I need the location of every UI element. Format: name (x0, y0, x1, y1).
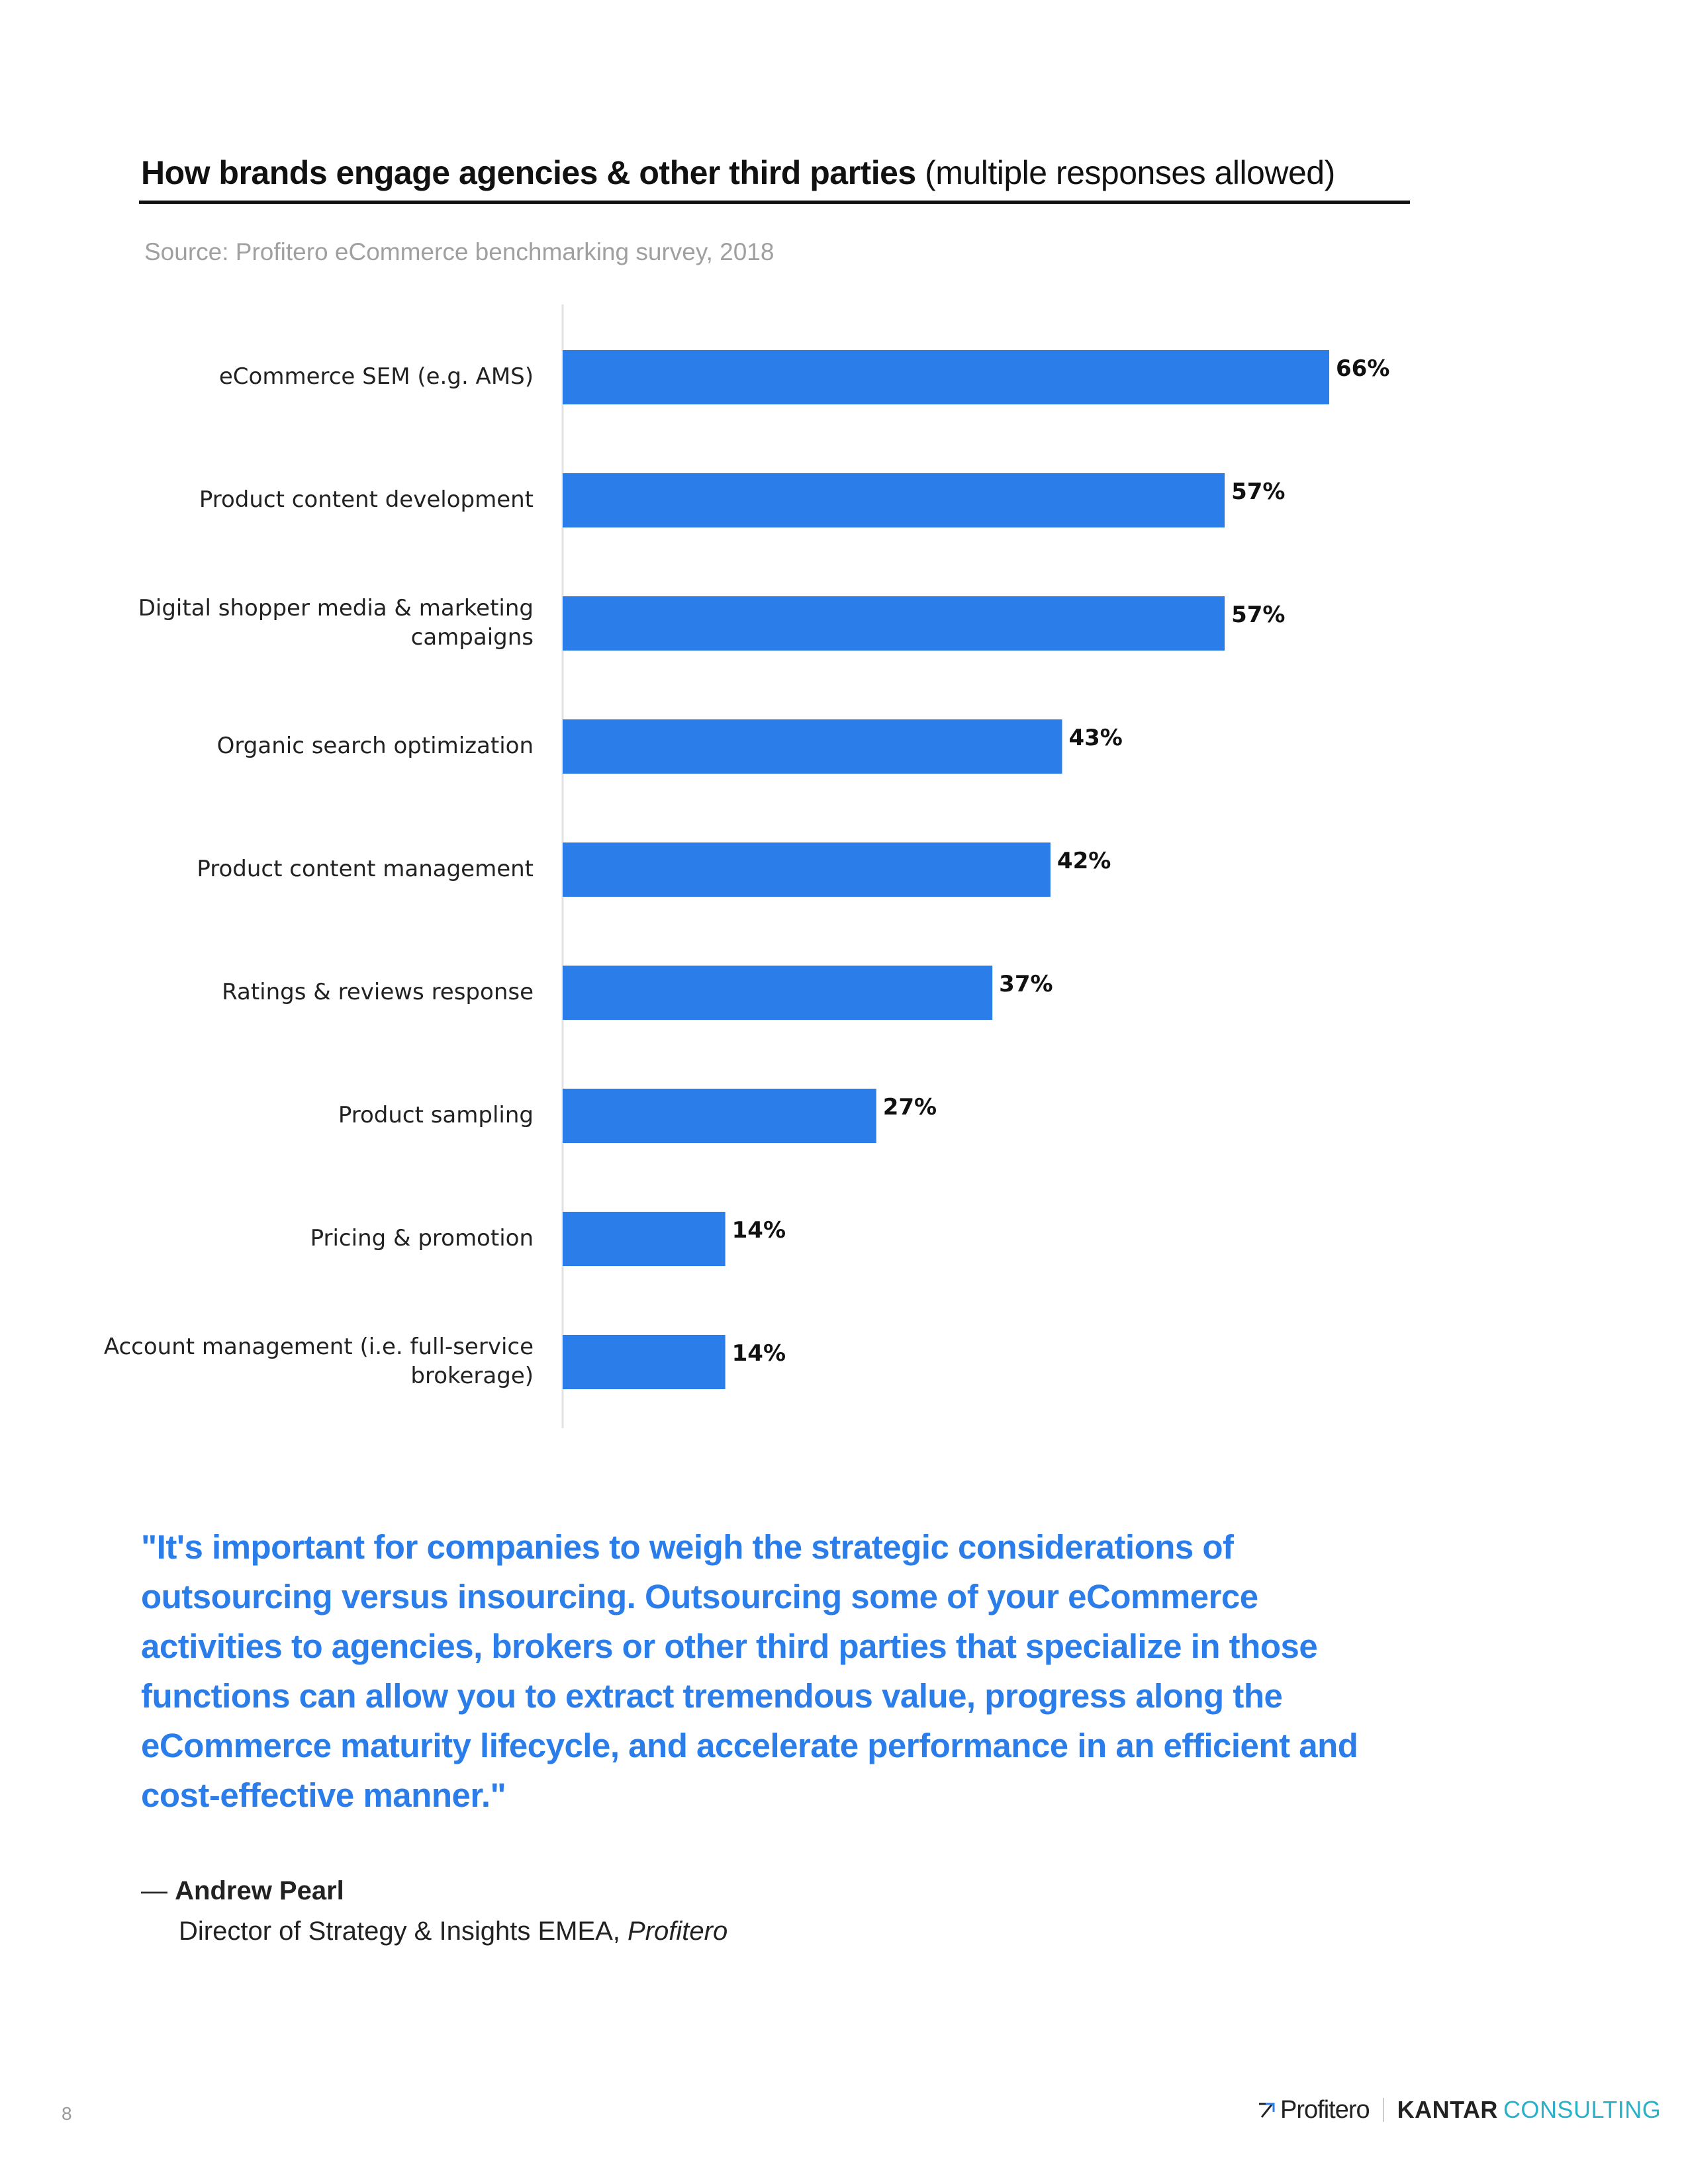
bar (563, 842, 1051, 897)
category-label: eCommerce SEM (e.g. AMS) (219, 363, 534, 390)
author-role: Director of Strategy & Insights EMEA, (179, 1917, 620, 1946)
bar (563, 719, 1062, 774)
data-label: 14% (732, 1340, 786, 1367)
author-role-line: Director of Strategy & Insights EMEA, Pr… (179, 1915, 727, 1948)
attribution-dash: — (141, 1876, 167, 1905)
bar (563, 1212, 726, 1266)
pull-quote: "It's important for companies to weigh t… (141, 1528, 1358, 1814)
profitero-logo-icon (1259, 2103, 1275, 2118)
chart-title: How brands engage agencies & other third… (141, 150, 1412, 196)
chart-source: Source: Profitero eCommerce benchmarking… (144, 238, 774, 265)
category-label: Account management (i.e. full-service (104, 1334, 534, 1360)
bar (563, 596, 1225, 651)
title-underline (139, 201, 1410, 204)
quote-author: Andrew Pearl (175, 1876, 344, 1905)
data-label: 27% (883, 1094, 937, 1120)
chart-title-bold: How brands engage agencies & other third… (141, 154, 916, 191)
category-label: Product content management (197, 856, 534, 882)
bar (563, 350, 1329, 404)
bar (563, 966, 993, 1020)
kantar-consulting-logo: CONSULTING (1503, 2096, 1662, 2123)
data-label: 66% (1336, 355, 1389, 382)
logo-divider (1382, 2098, 1384, 2122)
quote-attribution: — Andrew Pearl (141, 1874, 344, 1907)
bar (563, 1335, 726, 1389)
bar (563, 473, 1225, 527)
bar (563, 1089, 876, 1143)
author-company: Profitero (628, 1917, 728, 1946)
category-label: Organic search optimization (217, 733, 534, 759)
chart-title-light: (multiple responses allowed) (925, 154, 1335, 191)
data-label: 37% (999, 971, 1053, 997)
category-label: Ratings & reviews response (222, 979, 534, 1005)
profitero-logo: Profitero (1280, 2095, 1370, 2124)
data-label: 57% (1231, 478, 1285, 505)
category-label: campaigns (411, 624, 534, 651)
page-number: 8 (62, 2103, 72, 2124)
footer-logos: Profitero KANTAR CONSULTING (1258, 2090, 1661, 2130)
data-label: 42% (1057, 848, 1111, 874)
category-label: brokerage) (410, 1363, 534, 1389)
category-label: Digital shopper media & marketing (138, 595, 534, 621)
category-label: Product content development (199, 486, 534, 513)
data-label: 43% (1068, 725, 1122, 751)
data-label: 14% (732, 1217, 786, 1244)
bar-chart: 66% eCommerce SEM (e.g. AMS) 57% Product co… (104, 304, 1389, 1428)
category-label: Product sampling (338, 1102, 534, 1128)
kantar-logo: KANTAR (1397, 2096, 1498, 2123)
data-label: 57% (1231, 602, 1285, 628)
category-label: Pricing & promotion (310, 1225, 534, 1251)
